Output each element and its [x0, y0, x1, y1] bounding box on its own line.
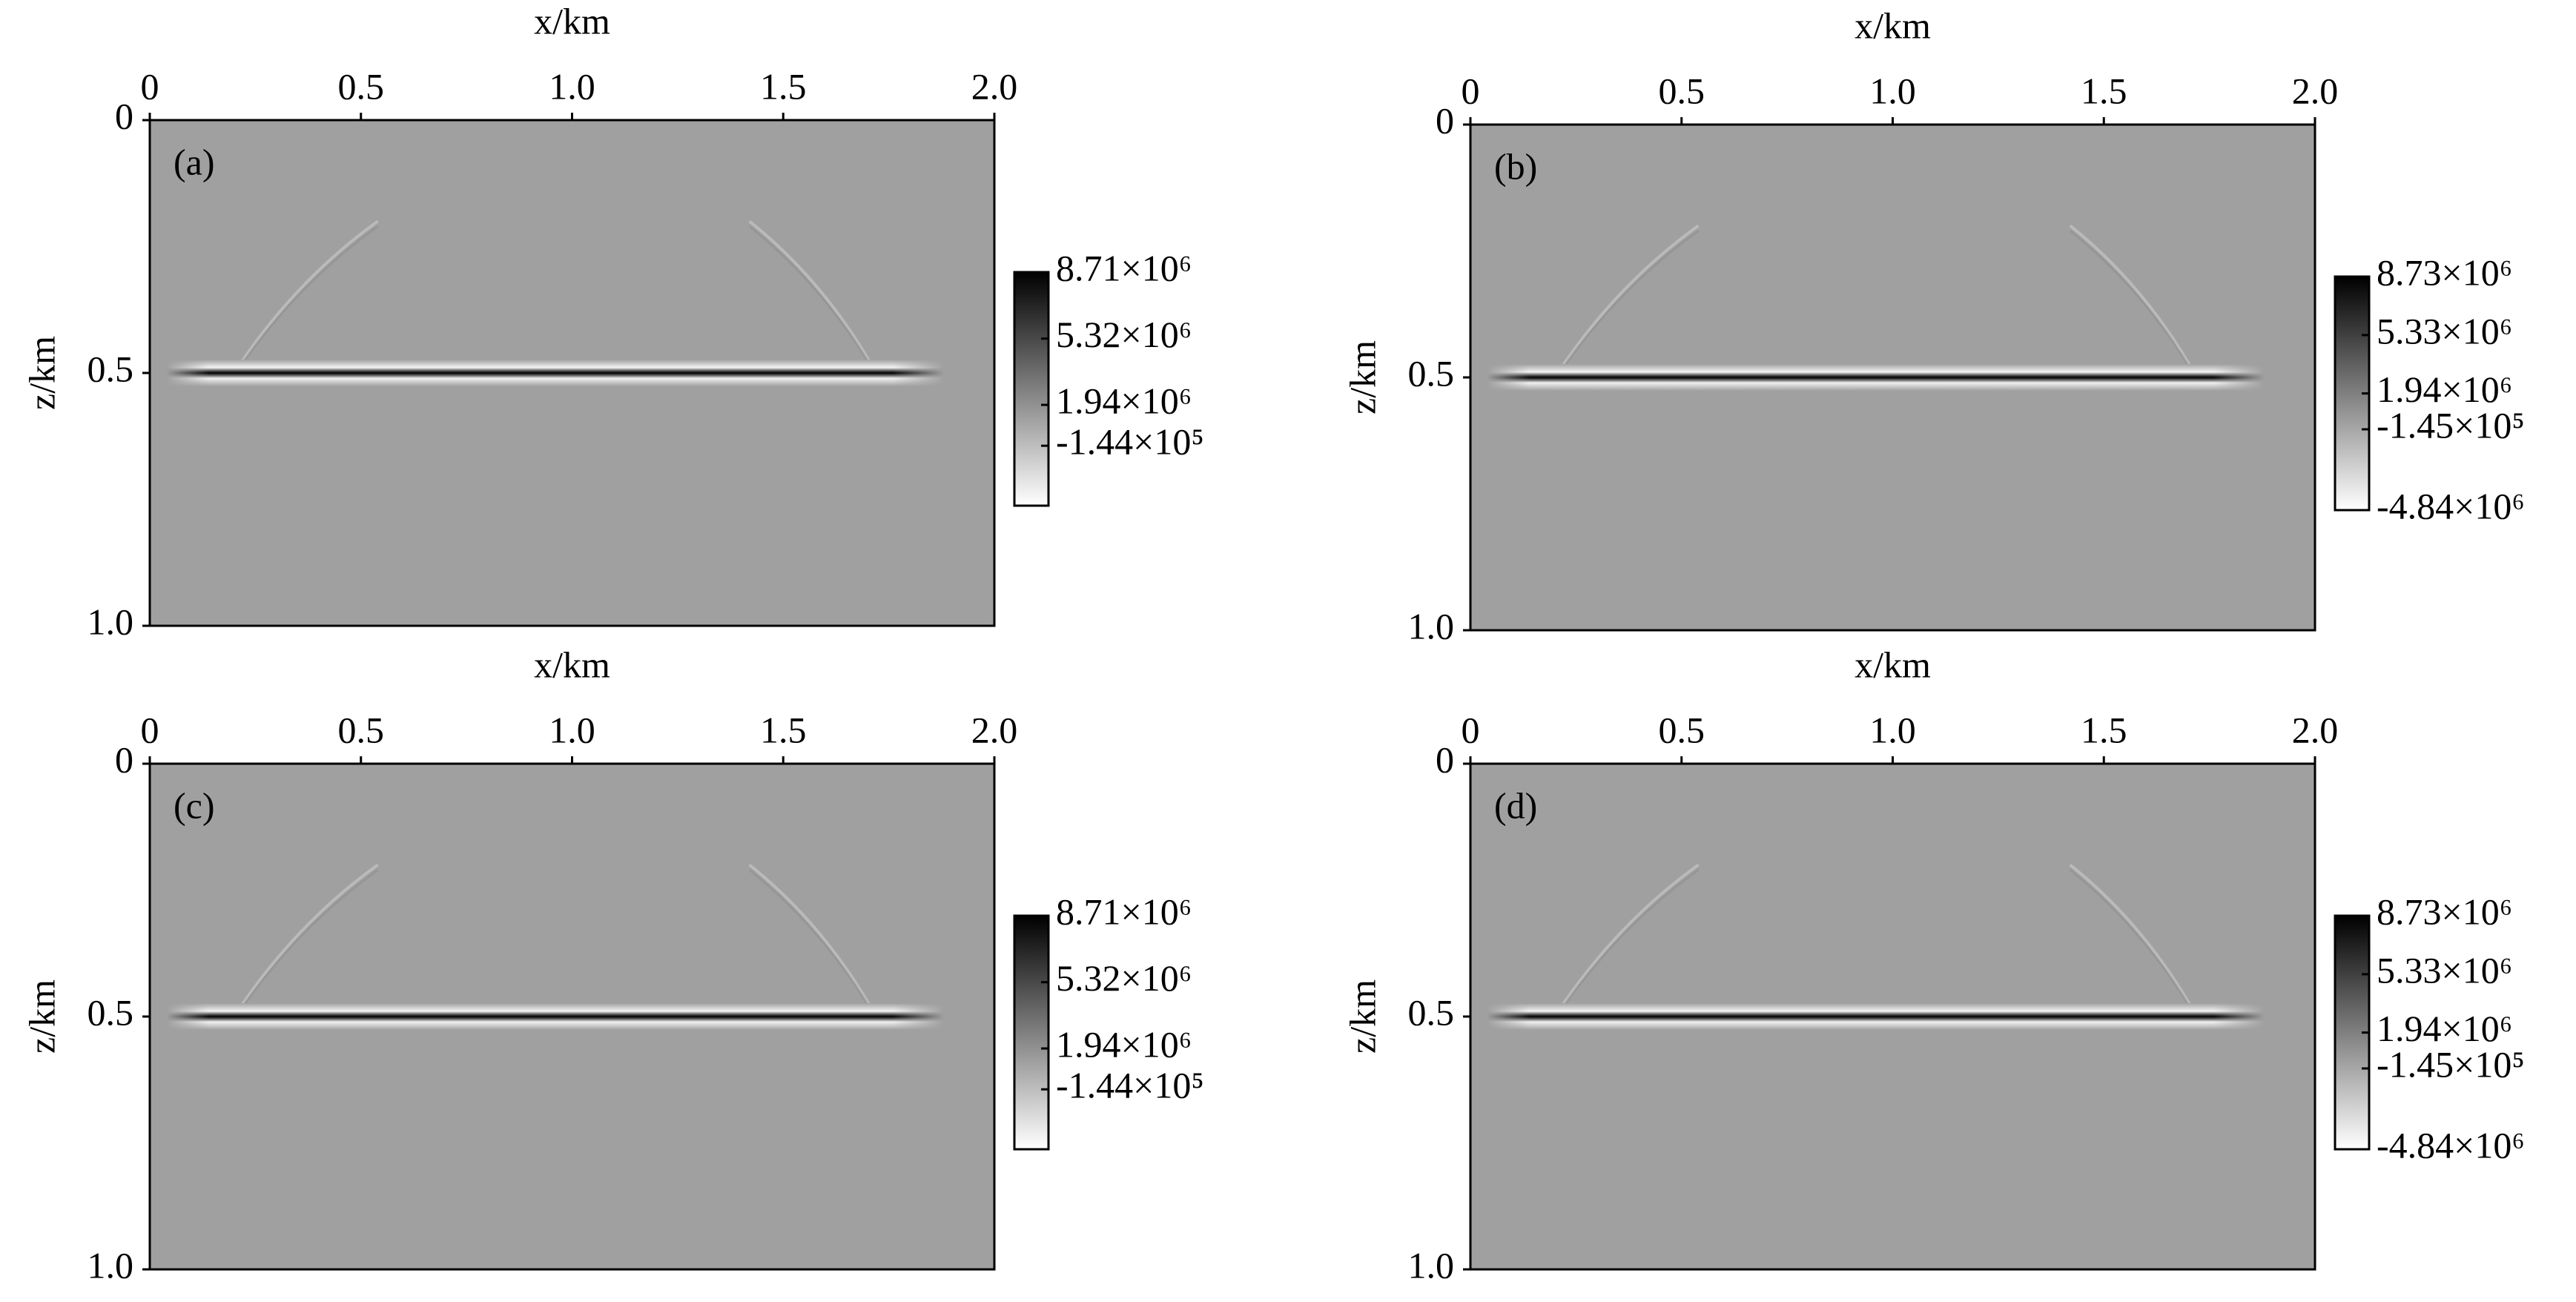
x-axis-title: x/km [534, 644, 610, 685]
y-tick-label: 0.5 [1408, 352, 1455, 394]
x-axis-title: x/km [1855, 4, 1931, 46]
y-tick-label: 1.0 [87, 601, 134, 642]
panel-label: (c) [174, 784, 215, 826]
colorbar-tick-label: 5.32×10⁶ [1056, 957, 1192, 999]
y-tick-label: 0.5 [1408, 991, 1455, 1033]
arc [233, 863, 379, 1018]
arc [2069, 224, 2199, 378]
colorbar-tick-label: 8.71×10⁶ [1056, 247, 1192, 288]
arc [1553, 869, 1700, 1020]
x-tick-label: 1.5 [760, 65, 807, 107]
panel-label: (d) [1494, 784, 1537, 826]
x-tick-label: 1.0 [1869, 70, 1916, 111]
colorbar-tick-label: 8.73×10⁶ [2377, 890, 2512, 932]
colorbar-tick-label: 5.33×10⁶ [2377, 310, 2512, 351]
colorbar-tick-label: -1.45×10⁵ [2377, 404, 2525, 446]
colorbar-tick-label: 1.94×10⁶ [1056, 380, 1192, 422]
panel-label: (a) [174, 141, 215, 182]
image [150, 764, 994, 1269]
y-tick-label: 0 [115, 738, 133, 780]
arc [1553, 230, 1700, 381]
y-tick-label: 0.5 [87, 991, 134, 1033]
colorbar-tick-label: 8.73×10⁶ [2377, 251, 2512, 293]
colorbar-tick-label: 1.94×10⁶ [1056, 1024, 1192, 1065]
y-tick-label: 0.5 [87, 348, 134, 389]
reflector [1470, 364, 2315, 391]
x-tick-label: 2.0 [971, 709, 1018, 750]
colorbar-tick-label: -1.44×10⁵ [1056, 1065, 1204, 1106]
arc [233, 869, 379, 1020]
colorbar-tick-label: -4.84×10⁶ [2377, 485, 2525, 526]
colorbar-tick-label: 8.71×10⁶ [1056, 890, 1192, 932]
colorbar-tick-label: 5.33×10⁶ [2377, 949, 2512, 991]
x-tick-label: 2.0 [2292, 709, 2339, 750]
x-tick-label: 0.5 [338, 65, 385, 107]
arc [233, 219, 379, 374]
y-tick-label: 1.0 [1408, 1244, 1455, 1286]
colorbar [1013, 914, 1050, 1151]
x-tick-label: 0.5 [338, 709, 385, 750]
image [1470, 125, 2315, 630]
image [150, 120, 994, 626]
arc [748, 225, 877, 377]
x-axis-title: x/km [1855, 644, 1931, 685]
colorbar-tick-label: 1.94×10⁶ [2377, 1008, 2512, 1049]
y-tick-label: 1.0 [87, 1244, 134, 1286]
y-tick-label: 0 [1436, 99, 1454, 141]
x-tick-label: 1.0 [1869, 709, 1916, 750]
y-tick-label: 0 [115, 95, 133, 136]
colorbar-tick-label: 1.94×10⁶ [2377, 369, 2512, 410]
x-tick-label: 0 [141, 709, 159, 750]
reflector [1470, 1003, 2315, 1030]
colorbar-tick-label: -4.84×10⁶ [2377, 1124, 2525, 1166]
x-tick-label: 0 [141, 65, 159, 107]
y-axis-title: z/km [1341, 979, 1383, 1054]
x-tick-label: 2.0 [971, 65, 1018, 107]
arc [2069, 230, 2198, 381]
arc [2069, 869, 2198, 1020]
panel-label: (b) [1494, 145, 1537, 187]
x-tick-label: 0.5 [1659, 70, 1705, 111]
x-tick-label: 1.0 [549, 65, 595, 107]
x-tick-label: 1.5 [2081, 709, 2127, 750]
arc [1553, 224, 1700, 379]
y-axis-title: z/km [1341, 340, 1383, 414]
colorbar-tick-label: -1.44×10⁵ [1056, 421, 1204, 463]
colorbar-tick-label: 5.32×10⁶ [1056, 314, 1192, 355]
y-axis-title: z/km [21, 336, 62, 410]
image [1470, 764, 2315, 1269]
x-tick-label: 1.0 [549, 709, 595, 750]
x-tick-label: 0.5 [1659, 709, 1705, 750]
x-tick-label: 0 [1462, 709, 1480, 750]
x-tick-label: 0 [1462, 70, 1480, 111]
reflector [150, 360, 994, 386]
x-axis-title: x/km [534, 0, 610, 42]
x-tick-label: 1.5 [760, 709, 807, 750]
x-tick-label: 1.5 [2081, 70, 2127, 111]
arc [748, 869, 877, 1020]
arc [1553, 863, 1700, 1018]
arc [233, 225, 379, 377]
y-tick-label: 1.0 [1408, 605, 1455, 647]
colorbar [1013, 271, 1050, 507]
x-tick-label: 2.0 [2292, 70, 2339, 111]
y-tick-label: 0 [1436, 738, 1454, 780]
arc [748, 863, 878, 1017]
y-axis-title: z/km [21, 979, 62, 1054]
arc [2069, 863, 2199, 1017]
colorbar-tick-label: -1.45×10⁵ [2377, 1043, 2525, 1085]
reflector [150, 1003, 994, 1030]
arc [748, 219, 878, 374]
